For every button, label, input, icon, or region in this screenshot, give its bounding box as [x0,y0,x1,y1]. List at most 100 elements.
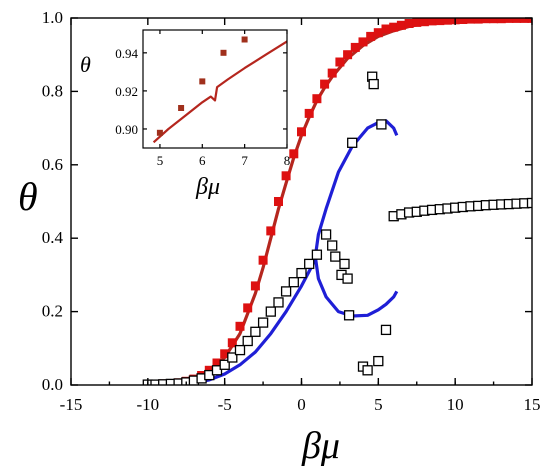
main-y-tick-label: 0.4 [42,228,64,247]
y-axis-title: θ [18,174,38,219]
main-series-0-point [289,149,299,159]
main-series-0-point [435,18,445,26]
main-series-2-point [339,258,350,270]
main-series-0-point [220,349,230,359]
main-x-tick-label: 0 [297,395,306,414]
main-series-2-point [362,365,373,376]
main-series-2-point [368,78,379,90]
main-series-0-point [304,108,314,118]
main-series-2-point [304,258,315,270]
main-series-0-point [512,18,522,23]
main-y-tick-label: 0.2 [42,302,63,321]
inset-chart: 5 6 7 8 0.90 0.92 0.94 [115,29,291,168]
main-series-0-point [466,18,475,24]
main-y-tick-label: 0.6 [42,155,63,174]
main-series-2-point [343,310,355,321]
main-series-0-point [412,18,422,27]
inset-series-0-point [178,105,185,111]
main-series-0-point [427,18,437,26]
inset-x-axis-title: βμ [195,174,220,200]
inset-series-0-point [241,36,248,43]
inset-y-tick-label: 0.92 [115,84,138,99]
main-x-tick-label: -10 [136,395,159,414]
main-series-0-point [496,18,506,24]
main-series-2-point [526,197,532,209]
main-series-2-point [280,286,292,297]
inset-series-0-point [220,49,227,56]
main-series-0-point [396,20,406,30]
inset-y-tick-label: 0.94 [115,46,138,61]
main-x-tick-label: 15 [524,395,541,414]
main-series-0-point [258,255,268,265]
main-series-0-point [389,22,399,32]
main-series-0-point [458,18,468,24]
main-x-tick-label: -5 [218,395,232,414]
main-series-2-point [257,317,269,328]
inset-series-0-point [199,78,206,85]
inset-plot-area [152,36,287,144]
inset-series-1-line [152,40,287,144]
main-series-0-point [281,171,291,181]
main-x-tick-label: -15 [60,395,83,414]
main-series-0-point [481,18,491,24]
main-series-2-point [265,306,276,317]
main-series-3-line [178,255,319,385]
main-frame [70,17,533,386]
main-chart: -15 -10 -5 0 5 10 15 0.0 0.2 0.4 0.6 0.8 1.0 [42,8,541,414]
inset-series-0-point [156,129,163,136]
main-series-2-point [288,277,299,288]
main-series-2-point [273,297,284,308]
main-series-0-point [404,19,414,28]
inset-x-tick-label: 8 [284,153,291,168]
main-series-0-point [335,57,345,67]
main-series-0-point [266,226,276,236]
main-series-2-point [347,137,358,148]
main-series-2-point [380,324,392,336]
main-series-4-line [313,119,399,318]
main-series-2-point [320,229,332,240]
main-series-0-point [489,18,499,24]
main-series-0-point [473,18,483,24]
main-series-0-point [212,358,222,368]
main-series-0-point [504,18,514,23]
main-series-0-point [243,303,253,313]
main-series-2-point [242,335,253,347]
main-series-0-point [327,68,337,78]
main-series-2-point [234,344,246,356]
main-y-tick-label: 1.0 [42,8,63,27]
inset-y-axis-title: θ [80,52,91,77]
main-series-2-point [376,119,387,130]
main-series-0-point [381,24,391,34]
inset-y-tick-label: 0.90 [115,122,138,137]
main-series-0-point [527,18,532,23]
inset-frame [142,29,288,149]
inset-x-tick-label: 6 [199,153,206,168]
main-series-0-point [235,321,245,331]
main-series-2-point [219,359,230,370]
main-series-0-point [274,197,283,206]
main-x-tick-label: 10 [447,395,464,414]
main-y-tick-label: 0.0 [42,375,63,394]
main-series-0-point [373,28,383,38]
main-series-0-point [312,94,322,104]
x-axis-title: βμ [301,425,340,467]
main-series-2-point [311,249,323,260]
main-series-2-point [296,267,307,279]
main-y-tick-label: 0.8 [42,81,63,100]
main-series-2-point [211,365,223,376]
inset-background [143,30,287,148]
main-series-2-point [250,326,261,337]
main-series-0-point [443,18,452,25]
main-series-2-point [327,240,338,251]
main-series-0-point [350,42,360,52]
inset-x-tick-label: 7 [241,153,248,168]
main-series-0-point [419,18,429,27]
main-series-0-point [250,281,260,291]
main-series-2-point [342,273,353,284]
main-x-tick-label: 5 [374,395,383,414]
inset-x-tick-label: 5 [157,153,164,168]
main-series-2-point [227,352,238,363]
main-series-0-point [519,18,529,23]
main-series-0-point [320,79,330,89]
